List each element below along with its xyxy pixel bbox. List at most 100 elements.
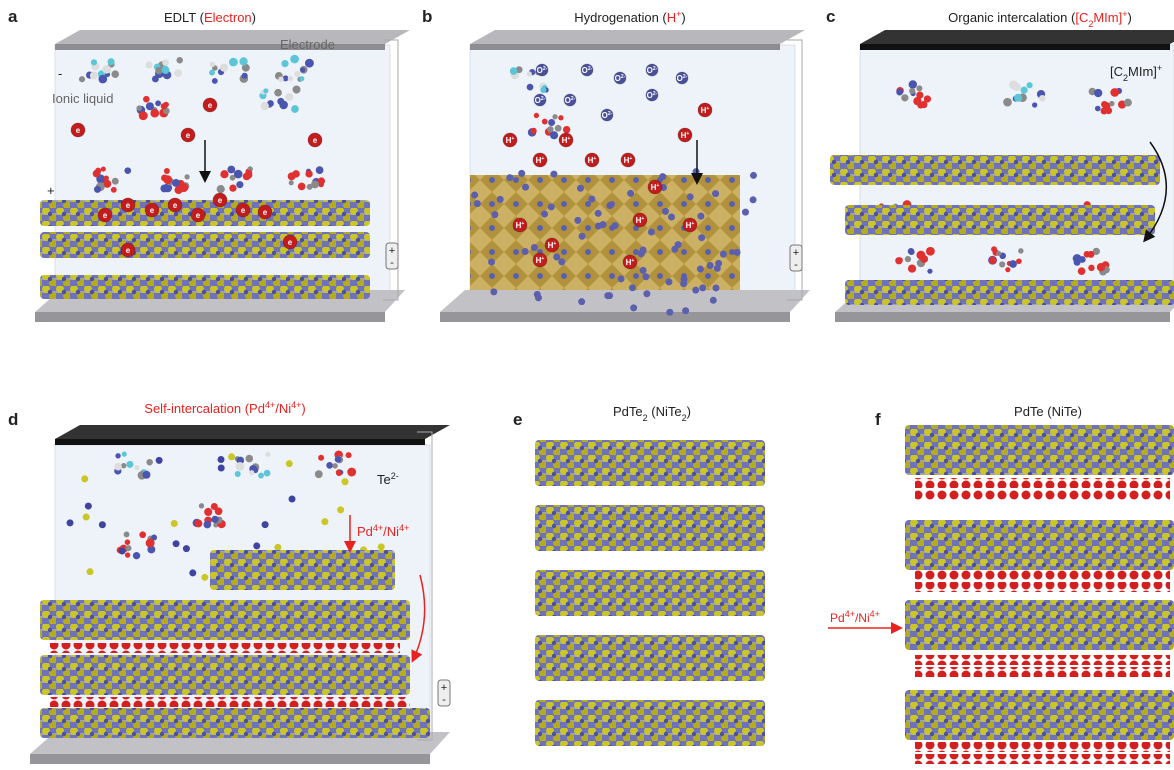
ion-label: e [186, 131, 191, 140]
cation-label: Pd4+/Ni4+ [357, 523, 409, 539]
ion [563, 93, 577, 107]
ion-label-part: H [588, 156, 594, 165]
molecule-atom [913, 96, 922, 106]
molecule-atom [235, 462, 245, 471]
ion-label-part: + [629, 156, 632, 162]
molecule-atom [162, 59, 169, 66]
molecule-atom [246, 169, 253, 176]
molecule-atom [229, 184, 237, 192]
molecule-atom [291, 105, 299, 113]
electrode-plate [860, 30, 1174, 44]
molecule-atom [318, 454, 325, 461]
atom [496, 195, 504, 203]
atom [522, 183, 530, 191]
molecule-atom [1092, 247, 1100, 255]
molecule-atom [515, 66, 523, 74]
label-part: 4+ [399, 523, 409, 533]
ion-label: O2- [677, 74, 688, 83]
molecule-atom [171, 178, 180, 187]
ion-label: H+ [562, 136, 571, 145]
electrode-edge [55, 44, 385, 50]
atom [611, 222, 619, 230]
molecule-atom [1100, 107, 1108, 115]
atom [709, 296, 717, 304]
molecule-atom [151, 534, 158, 541]
ion-label-part: + [691, 221, 694, 227]
battery [437, 679, 451, 707]
battery [789, 244, 803, 272]
atom [741, 208, 749, 216]
molecule-atom [176, 56, 183, 64]
electrode-plate [470, 30, 805, 44]
title-part: [C [1075, 10, 1088, 25]
molecule-atom [988, 256, 997, 265]
ion [632, 212, 648, 228]
ion-label-part: e [263, 208, 268, 217]
ion-label: e [103, 211, 108, 220]
atom [680, 280, 688, 288]
title-part: 4+ [291, 400, 301, 410]
te-layer [905, 425, 1174, 475]
molecule-atom [916, 85, 923, 92]
molecule-atom [160, 184, 169, 193]
atom [594, 209, 602, 217]
panel-title: Self-intercalation (Pd4+/Ni4+) [144, 400, 305, 416]
title-part: 2 [1088, 19, 1093, 29]
molecule-atom [214, 507, 223, 516]
te-layer [535, 700, 765, 746]
electrode-plate [55, 30, 410, 44]
molecule-atom [126, 460, 134, 468]
molecule-atom [1094, 105, 1101, 112]
label-part: 2 [1123, 73, 1128, 83]
label-part: Pd [357, 524, 373, 539]
molecule-atom [260, 101, 269, 111]
molecule-atom [111, 70, 120, 78]
electrode-edge [55, 439, 425, 445]
atom [749, 171, 757, 179]
molecule-atom [925, 246, 935, 256]
ion [70, 122, 86, 138]
ion [697, 102, 713, 118]
title-part: EDLT ( [164, 10, 205, 25]
label-part: MIm] [1128, 64, 1157, 79]
ion [307, 132, 323, 148]
molecule-atom [1093, 88, 1103, 98]
ion [282, 234, 298, 250]
molecule-atom [345, 452, 352, 459]
atom [637, 250, 645, 258]
molecule-atom [263, 469, 271, 477]
molecule-atom [533, 112, 540, 119]
atom [696, 265, 704, 273]
molecule-atom [554, 124, 562, 132]
molecule-atom [210, 502, 218, 510]
molecule-atom [145, 61, 153, 69]
molecule-atom [142, 470, 151, 479]
ion-label-part: e [173, 201, 178, 210]
ion [613, 71, 627, 85]
ion-label: H+ [548, 241, 557, 250]
ion-label-part: H [536, 156, 542, 165]
metal-row [915, 570, 1170, 580]
ion-label-part: e [126, 246, 131, 255]
te-layer [40, 655, 410, 695]
atom [712, 190, 720, 198]
molecule-atom [139, 531, 147, 539]
title-part: ) [1128, 10, 1132, 25]
ion-label: O2- [582, 66, 593, 75]
molecule-atom [100, 166, 106, 172]
molecule-atom [93, 185, 102, 193]
molecule-atom [211, 515, 219, 524]
ion-label-part: H [506, 136, 512, 145]
te-layer [905, 690, 1174, 740]
atom [170, 519, 178, 527]
atom [490, 288, 498, 296]
molecule-atom [163, 168, 170, 174]
ion-label-part: + [511, 136, 514, 142]
atom [491, 211, 499, 219]
atom [471, 191, 479, 199]
ion-label-part: + [631, 258, 634, 264]
molecule-atom [290, 54, 299, 64]
molecule-atom [134, 464, 140, 471]
